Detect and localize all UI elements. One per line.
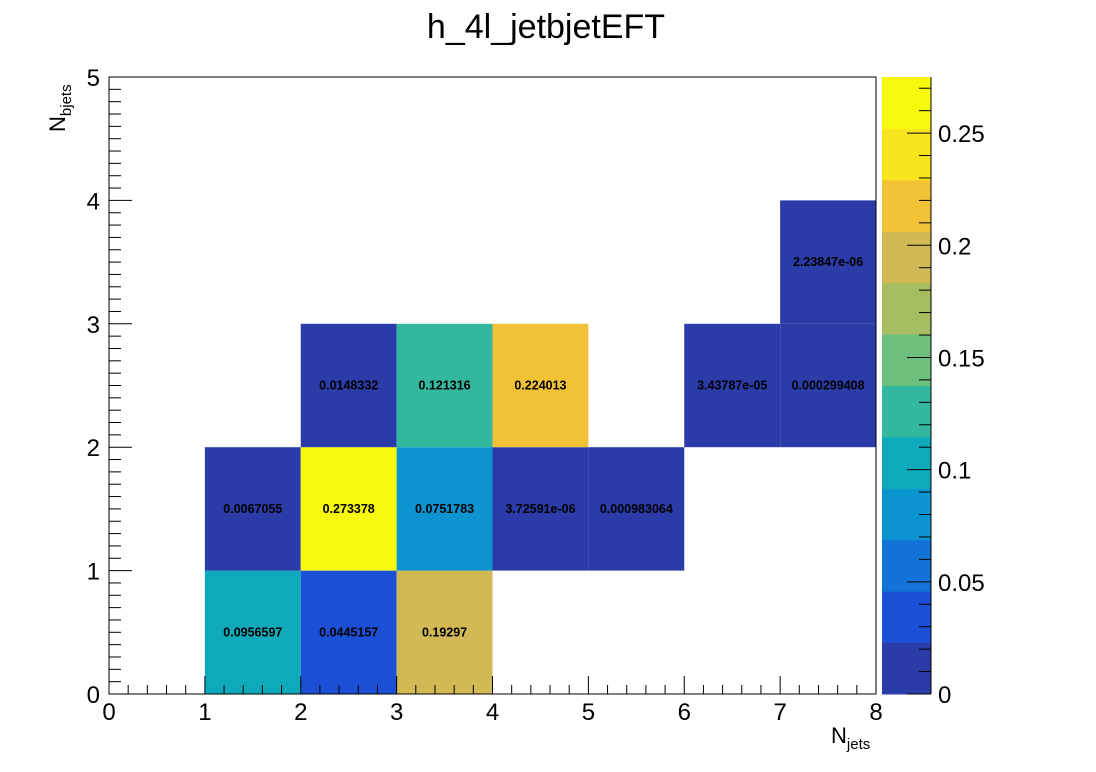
- x-tick-label: 6: [678, 699, 691, 726]
- palette-tick-label: 0.25: [938, 121, 985, 148]
- palette-tick-label: 0.05: [938, 570, 985, 597]
- y-axis-label-main: N: [45, 116, 70, 132]
- y-axis: 0 1 2 3 4 5: [87, 65, 132, 709]
- y-tick-label: 3: [87, 312, 100, 339]
- palette-band: [882, 128, 931, 181]
- cell-value-label: 0.0751783: [415, 502, 474, 516]
- heatmap-cell: [588, 447, 685, 571]
- cell-value-label: 0.0445157: [319, 625, 378, 639]
- palette-tick-label: 0: [938, 682, 951, 709]
- palette-band: [882, 436, 931, 489]
- heatmap-cell: [300, 447, 397, 571]
- heatmap-cell: [780, 200, 876, 324]
- palette-band: [882, 591, 931, 644]
- color-scale: 0 0.05 0.1 0.15 0.2 0.25: [882, 77, 985, 709]
- palette-band: [882, 539, 931, 592]
- x-axis-label-sub: jets: [846, 736, 870, 753]
- cell-value-label: 0.000983064: [600, 502, 673, 516]
- x-axis: 0 1 2 3 4 5 6 7 8: [102, 676, 883, 726]
- cell-value-label: 0.0067055: [223, 502, 282, 516]
- y-axis-label: Nbjets: [45, 84, 75, 132]
- heatmap-cell: [780, 323, 876, 448]
- cell-value-label: 0.000299408: [792, 379, 865, 393]
- x-tick-label: 4: [486, 699, 499, 726]
- cell-value-label: 0.19297: [422, 625, 467, 639]
- x-axis-label: Njets: [831, 723, 870, 753]
- x-tick-label: 0: [102, 699, 115, 726]
- y-tick-label: 4: [87, 188, 100, 215]
- cell-value-label: 0.0148332: [319, 379, 378, 393]
- chart-title: h_4l_jetbjetEFT: [427, 8, 665, 46]
- cell-value-label: 0.224013: [514, 379, 566, 393]
- x-axis-label-main: N: [831, 723, 847, 748]
- palette-tick-label: 0.2: [938, 233, 971, 260]
- palette-band: [882, 642, 931, 695]
- y-axis-label-sub: bjets: [58, 84, 75, 116]
- cell-value-label: 0.121316: [418, 379, 470, 393]
- cell-value-label: 3.72591e-06: [505, 502, 575, 516]
- y-tick-label: 0: [87, 682, 100, 709]
- y-tick-label: 1: [87, 559, 100, 586]
- cell-value-label: 2.23847e-06: [793, 255, 863, 269]
- palette-band: [882, 231, 931, 284]
- x-tick-label: 2: [294, 699, 307, 726]
- heatmap-cell: [204, 447, 301, 571]
- palette-tick-label: 0.15: [938, 345, 985, 372]
- palette-band: [882, 334, 931, 386]
- x-tick-label: 7: [773, 699, 786, 726]
- heatmap-cells: [204, 200, 876, 694]
- palette-band: [882, 385, 931, 438]
- heatmap-cell: [300, 323, 397, 448]
- cell-value-labels: 0.0956597 0.0445157 0.19297 0.0067055 0.2733…: [223, 255, 864, 639]
- y-tick-label: 2: [87, 435, 100, 462]
- palette-band: [882, 179, 931, 232]
- cell-value-label: 3.43787e-05: [697, 379, 767, 393]
- heatmap-cell: [396, 323, 493, 448]
- x-tick-label: 8: [869, 699, 882, 726]
- palette-band: [882, 282, 931, 335]
- heatmap-cell: [300, 570, 397, 694]
- x-tick-label: 1: [198, 699, 211, 726]
- heatmap-cell: [684, 323, 781, 448]
- cell-value-label: 0.273378: [323, 502, 375, 516]
- heatmap-cell: [492, 447, 589, 571]
- y-tick-label: 5: [87, 65, 100, 92]
- heatmap-cell: [396, 570, 493, 694]
- x-tick-label: 3: [390, 699, 403, 726]
- palette-band: [882, 77, 931, 129]
- heatmap-cell: [492, 323, 589, 448]
- cell-value-label: 0.0956597: [223, 625, 282, 639]
- palette-tick-label: 0.1: [938, 458, 971, 485]
- x-tick-label: 5: [582, 699, 595, 726]
- heatmap-cell: [204, 570, 301, 694]
- heatmap-cell: [396, 447, 493, 571]
